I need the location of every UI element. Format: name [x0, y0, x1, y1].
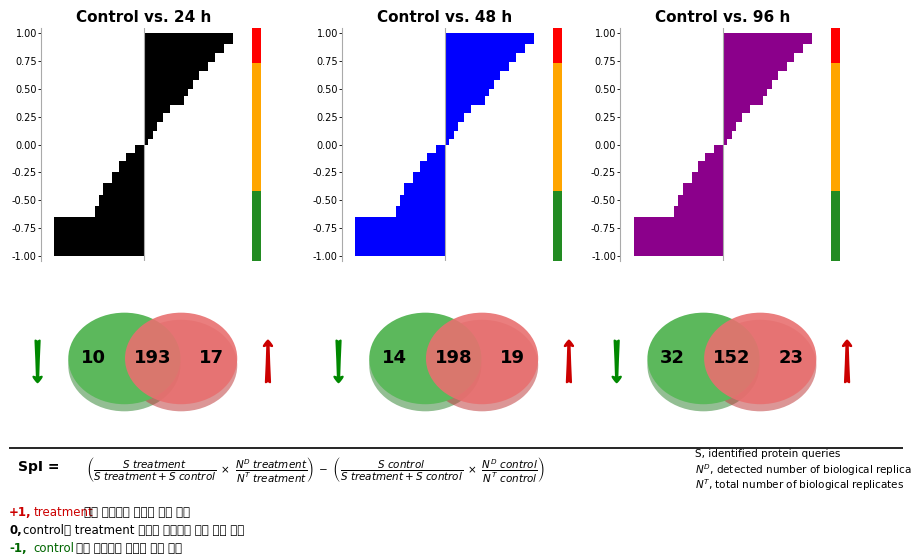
- Text: SpI =: SpI =: [18, 460, 59, 474]
- Text: 193: 193: [134, 350, 171, 368]
- Title: Control vs. 96 h: Control vs. 96 h: [654, 10, 790, 25]
- Ellipse shape: [425, 312, 537, 404]
- Text: 0,: 0,: [9, 524, 22, 537]
- Text: treatment: treatment: [34, 506, 93, 519]
- Text: 19: 19: [500, 350, 525, 368]
- Ellipse shape: [703, 312, 815, 404]
- Text: 14: 14: [382, 350, 406, 368]
- Bar: [830, 63, 839, 191]
- Text: -1,: -1,: [9, 542, 26, 555]
- Ellipse shape: [425, 320, 537, 411]
- Text: $N^D$, detected number of biological replicates: $N^D$, detected number of biological rep…: [694, 462, 911, 478]
- Ellipse shape: [68, 320, 180, 411]
- Bar: [830, 191, 839, 261]
- Text: $N^T$, total number of biological replicates: $N^T$, total number of biological replic…: [694, 478, 904, 493]
- Bar: [251, 63, 261, 191]
- Text: 152: 152: [712, 350, 750, 368]
- Text: 32: 32: [660, 350, 684, 368]
- Ellipse shape: [369, 320, 481, 411]
- Title: Control vs. 48 h: Control vs. 48 h: [376, 10, 512, 25]
- Text: S, identified protein queries: S, identified protein queries: [694, 449, 840, 459]
- Ellipse shape: [125, 320, 237, 411]
- Text: 에서 상대적인 단백질 양이 많음: 에서 상대적인 단백질 양이 많음: [85, 506, 190, 519]
- Text: 에서 상대적인 단백질 양이 많음: 에서 상대적인 단백질 양이 많음: [76, 542, 182, 555]
- Text: control: control: [34, 542, 75, 555]
- Bar: [552, 28, 561, 63]
- Ellipse shape: [369, 312, 481, 404]
- Bar: [251, 28, 261, 63]
- Bar: [552, 191, 561, 261]
- Ellipse shape: [68, 312, 180, 404]
- Text: +1,: +1,: [9, 506, 32, 519]
- Text: $\left(\dfrac{\it{S}\ treatment}{\it{S}\ treatment+\it{S}\ control}\ \times\ \df: $\left(\dfrac{\it{S}\ treatment}{\it{S}\…: [86, 455, 544, 484]
- Text: 17: 17: [200, 350, 224, 368]
- Ellipse shape: [647, 312, 759, 404]
- Text: 23: 23: [778, 350, 803, 368]
- Bar: [251, 191, 261, 261]
- Ellipse shape: [647, 320, 759, 411]
- Ellipse shape: [703, 320, 815, 411]
- Text: control과 treatment 사이에 상대적인 양적 변화 없음: control과 treatment 사이에 상대적인 양적 변화 없음: [23, 524, 244, 537]
- Text: 198: 198: [435, 350, 472, 368]
- Title: Control vs. 24 h: Control vs. 24 h: [76, 10, 211, 25]
- Bar: [830, 28, 839, 63]
- Text: 10: 10: [81, 350, 106, 368]
- Ellipse shape: [125, 312, 237, 404]
- Bar: [552, 63, 561, 191]
